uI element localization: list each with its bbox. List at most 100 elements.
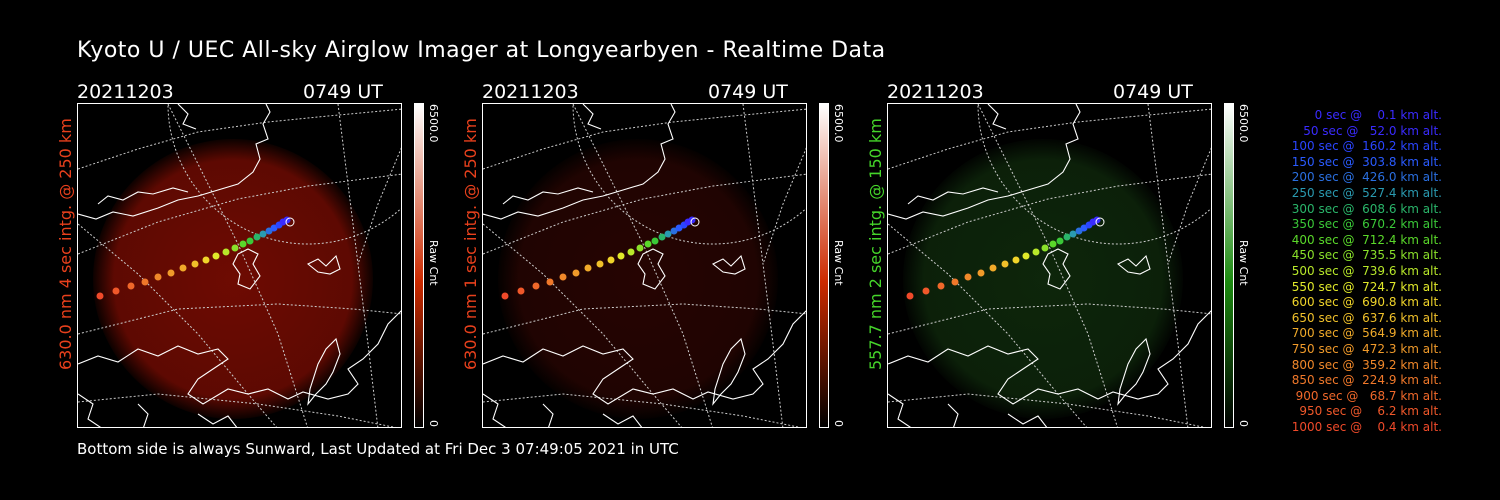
trajectory-point: [977, 269, 985, 277]
colorbar-title: Raw Cnt: [427, 240, 440, 286]
grid-line: [78, 173, 401, 255]
coastline: [232, 248, 261, 290]
trajectory-point: [658, 233, 666, 241]
trajectory-point: [651, 237, 659, 245]
coastline: [602, 413, 643, 427]
coastline: [1117, 337, 1151, 406]
grid-line: [483, 303, 806, 335]
allsky-image-3: [887, 103, 1212, 428]
legend-row: 150 sec @ 303.8 km alt.: [1287, 154, 1442, 169]
trajectory-point: [141, 278, 149, 286]
trajectory-point: [964, 273, 972, 281]
legend-row: 900 sec @ 68.7 km alt.: [1291, 388, 1442, 403]
trajectory-point: [246, 237, 254, 245]
trajectory-point: [1069, 230, 1077, 238]
colorbar-max: 6500.0: [427, 104, 440, 143]
trajectory-point: [212, 252, 220, 260]
trajectory-point: [202, 256, 210, 264]
panel-time: 0749 UT: [708, 81, 788, 103]
trajectory-point: [617, 252, 625, 260]
grid-line: [888, 108, 1211, 170]
trajectory-point: [1063, 233, 1071, 241]
legend-row: 750 sec @ 472.3 km alt.: [1287, 341, 1442, 356]
allsky-map-svg: [483, 104, 806, 427]
coastline: [78, 104, 271, 220]
grid-line: [977, 104, 1118, 427]
legend-row: 950 sec @ 6.2 km alt.: [1295, 404, 1442, 419]
grid-line: [483, 223, 682, 427]
trajectory-point: [559, 273, 567, 281]
trajectory-point: [906, 292, 914, 300]
grid-line: [483, 108, 806, 170]
footer-status: Bottom side is always Sunward, Last Upda…: [77, 440, 679, 458]
coastline: [78, 393, 101, 427]
coastline: [78, 310, 401, 405]
trajectory-point: [644, 240, 652, 248]
trajectory-point: [167, 269, 175, 277]
coastline: [483, 393, 506, 427]
coastline: [137, 403, 149, 427]
panel-time: 0749 UT: [1113, 81, 1193, 103]
grid-line: [888, 393, 1206, 427]
coastline: [1007, 413, 1048, 427]
legend-row: 550 sec @ 724.7 km alt.: [1287, 279, 1442, 294]
grid-line: [572, 104, 713, 427]
legend-row: 100 sec @ 160.2 km alt.: [1287, 139, 1442, 154]
grid-line: [78, 223, 277, 427]
grid-line: [888, 173, 1211, 255]
grid-line: [762, 147, 806, 265]
colorbar-min: 0: [1237, 420, 1250, 427]
coastline: [888, 310, 1211, 405]
trajectory-point: [222, 248, 230, 256]
coastline: [987, 104, 1007, 130]
trajectory-point: [951, 278, 959, 286]
trajectory-point: [607, 256, 615, 264]
grid-line: [78, 303, 401, 335]
trajectory-point: [179, 264, 187, 272]
trajectory-point: [572, 269, 580, 277]
panel-side-label: 630.0 nm 1 sec intg. @ 250 km: [461, 118, 480, 370]
coastline: [502, 187, 594, 205]
coastline: [712, 337, 746, 406]
panel-date: 20211203: [887, 81, 984, 103]
colorbar-title: Raw Cnt: [832, 240, 845, 286]
allsky-image-2: [482, 103, 807, 428]
legend-row: 1000 sec @ 0.4 km alt.: [1291, 419, 1442, 434]
legend-row: 0 sec @ 0.1 km alt.: [1303, 108, 1442, 122]
trajectory-point: [596, 260, 604, 268]
coastline: [888, 393, 911, 427]
coastline: [637, 248, 666, 290]
grid-line: [888, 303, 1211, 335]
coastline: [97, 187, 189, 205]
panel-side-label: 630.0 nm 4 sec intg. @ 250 km: [56, 118, 75, 370]
trajectory-point: [1012, 256, 1020, 264]
trajectory-point: [231, 244, 239, 252]
colorbar-max: 6500.0: [1237, 104, 1250, 143]
coastline: [307, 337, 341, 406]
trajectory-point: [239, 240, 247, 248]
legend-row: 450 sec @ 735.5 km alt.: [1287, 248, 1442, 263]
station-marker: [1095, 217, 1105, 227]
coastline: [888, 104, 1081, 220]
panel-date: 20211203: [482, 81, 579, 103]
legend-row: 850 sec @ 224.9 km alt.: [1287, 373, 1442, 388]
grid-line: [357, 147, 401, 265]
coastline: [483, 104, 676, 220]
legend-row: 650 sec @ 637.6 km alt.: [1287, 310, 1442, 325]
coastline: [542, 403, 554, 427]
coastline: [947, 403, 959, 427]
grid-line: [483, 393, 801, 427]
trajectory-point: [501, 292, 509, 300]
trajectory-point: [253, 233, 261, 241]
allsky-map-svg: [888, 104, 1211, 427]
trajectory-point: [1056, 237, 1064, 245]
colorbar-title: Raw Cnt: [1237, 240, 1250, 286]
legend-row: 600 sec @ 690.8 km alt.: [1287, 295, 1442, 310]
legend-row: 50 sec @ 52.0 km alt.: [1295, 123, 1442, 138]
coastline: [1116, 254, 1151, 275]
colorbar-3: [1224, 103, 1234, 428]
panel-date: 20211203: [77, 81, 174, 103]
legend-row: 200 sec @ 426.0 km alt.: [1287, 170, 1442, 185]
trajectory-point: [1041, 244, 1049, 252]
coastline: [483, 310, 806, 405]
